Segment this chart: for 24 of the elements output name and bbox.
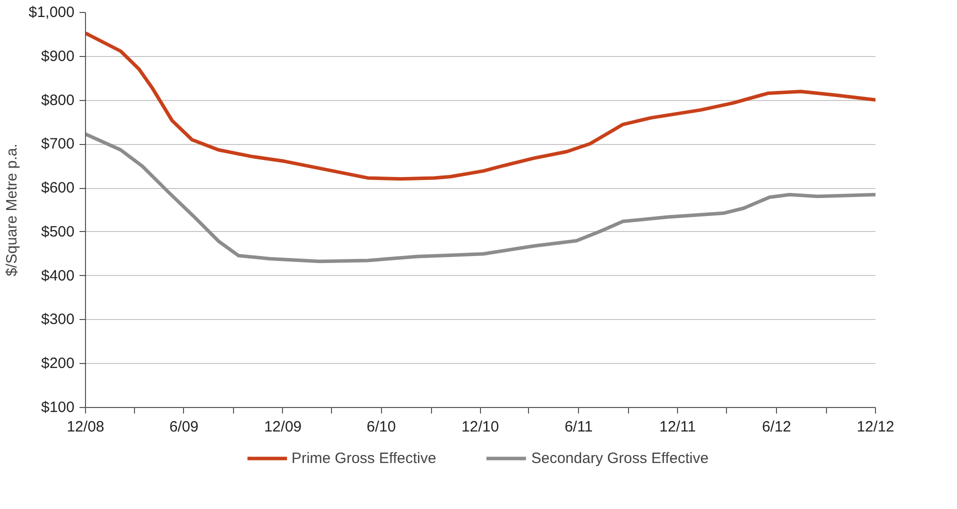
x-tick-label: 12/08 [66, 418, 104, 436]
x-tick-label: 12/12 [856, 418, 894, 436]
y-tick-label: $500 [41, 223, 75, 240]
x-tick-label: 6/10 [366, 418, 396, 436]
y-tick-label: $900 [41, 48, 75, 65]
line-series [86, 31, 876, 181]
legend-label: Secondary Gross Effective [531, 450, 709, 466]
x-tick-label: 6/11 [564, 418, 593, 436]
line-series [86, 132, 876, 264]
x-tick-label: 12/09 [264, 418, 302, 436]
x-tick-label: 12/10 [461, 418, 500, 436]
x-tick-label: 12/11 [659, 418, 696, 436]
y-tick-label: $400 [41, 267, 75, 284]
x-tick-label: 6/09 [169, 418, 199, 436]
y-tick-label: $100 [41, 399, 75, 416]
y-tick-label: $300 [41, 311, 75, 328]
y-tick-label: $600 [41, 180, 75, 197]
y-tick-label: $700 [41, 136, 75, 153]
y-axis-title: $/Square Metre p.a. [4, 144, 21, 276]
legend-label: Prime Gross Effective [291, 450, 436, 466]
x-tick-label: 6/12 [762, 418, 792, 436]
y-tick-label: $800 [41, 92, 75, 109]
y-tick-label: $1,000 [28, 4, 75, 21]
y-tick-label: $200 [41, 355, 75, 372]
